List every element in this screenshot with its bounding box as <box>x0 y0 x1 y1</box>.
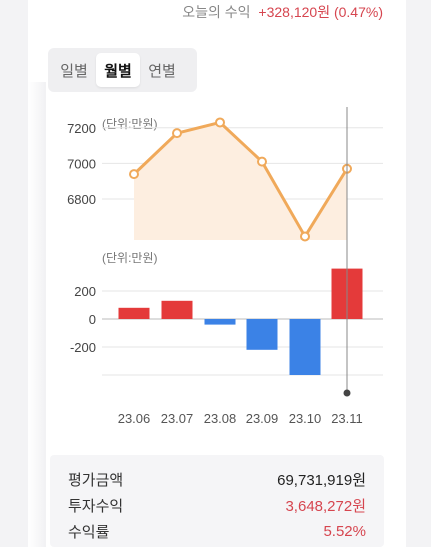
bar-unit-label: (단위:만원) <box>102 251 158 265</box>
summary-row-eval: 평가금액 69,731,919원 <box>68 466 366 492</box>
cursor-handle <box>343 389 351 397</box>
line-ytick-label: 7000 <box>67 156 96 171</box>
line-point <box>300 231 310 242</box>
bar <box>161 300 193 319</box>
bar-ytick-label: 200 <box>74 284 96 299</box>
bar <box>246 319 278 350</box>
bar-ytick-label: -200 <box>70 340 96 355</box>
line-point <box>129 169 139 180</box>
rate-label: 수익률 <box>68 523 110 541</box>
summary-row-rate: 수익률 5.52% <box>68 518 366 544</box>
line-point <box>257 156 267 167</box>
line-unit-label: (단위:만원) <box>102 117 158 131</box>
chart-cursor <box>343 107 351 397</box>
bar <box>289 319 321 375</box>
eval-label: 평가금액 <box>68 471 124 489</box>
period-tabs: 일별 월별 연별 <box>48 48 197 92</box>
left-shade <box>28 82 46 547</box>
today-profit-label: 오늘의 수익 <box>182 4 251 20</box>
x-tick-label: 23.11 <box>331 411 363 426</box>
bar <box>204 319 236 325</box>
bar-ytick-label: 0 <box>89 312 96 327</box>
x-tick-label: 23.10 <box>289 411 322 426</box>
summary-row-profit: 투자수익 3,648,272원 <box>68 492 366 518</box>
today-profit-value: +328,120원 (0.47%) <box>258 4 383 20</box>
today-profit: 오늘의 수익 +328,120원 (0.47%) <box>182 2 383 22</box>
eval-value: 69,731,919원 <box>277 471 366 489</box>
profit-value: 3,648,272원 <box>285 497 366 515</box>
x-tick-label: 23.09 <box>246 411 279 426</box>
x-axis-labels: 23.06 23.07 23.08 23.09 23.10 23.11 <box>118 411 363 426</box>
line-point <box>172 128 182 139</box>
line-series <box>132 120 349 238</box>
x-tick-label: 23.06 <box>118 411 151 426</box>
summary-box: 평가금액 69,731,919원 투자수익 3,648,272원 수익률 5.5… <box>50 455 384 547</box>
tab-yearly[interactable]: 연별 <box>148 62 176 80</box>
line-ytick-label: 6800 <box>67 192 96 207</box>
bar <box>118 307 150 319</box>
profit-label: 투자수익 <box>68 497 124 515</box>
line-point <box>215 117 225 128</box>
rate-value: 5.52% <box>323 522 366 540</box>
x-tick-label: 23.08 <box>204 411 237 426</box>
tab-daily[interactable]: 일별 <box>60 62 88 80</box>
line-chart: (단위:만원) 6800 7000 7200 <box>67 117 383 242</box>
line-ytick-label: 7200 <box>67 121 96 136</box>
x-tick-label: 23.07 <box>161 411 194 426</box>
tab-monthly[interactable]: 월별 <box>96 53 140 87</box>
bar-chart: (단위:만원) 200 0 -200 <box>70 251 383 376</box>
line-area-fill <box>134 122 347 240</box>
